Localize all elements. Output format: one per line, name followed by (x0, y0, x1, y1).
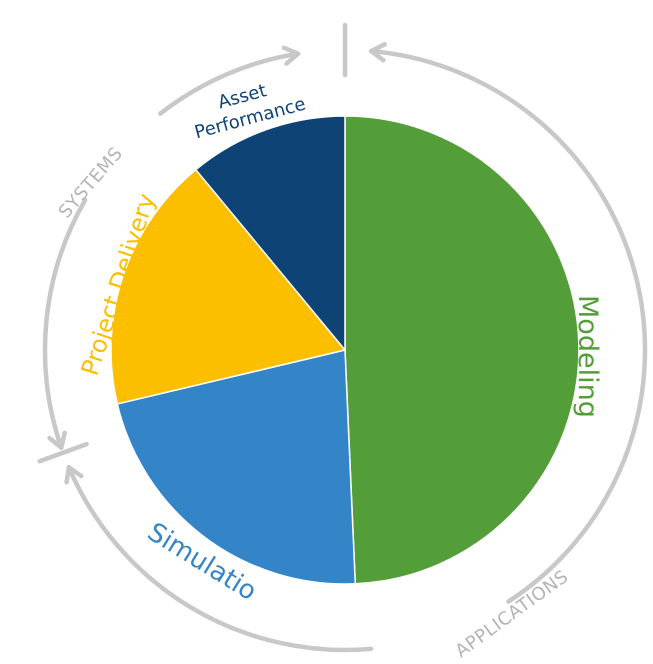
cycle-arrow-bottom (66, 464, 374, 653)
pie-slice-asset-performance (195, 115, 346, 351)
pie-slice-project-delivery (110, 168, 346, 405)
ring-label-systems: SYSTEMS (55, 143, 127, 222)
pie-slices (110, 115, 580, 585)
cycle-divider-left (37, 441, 89, 464)
outer-ring (37, 22, 648, 653)
slice-label-modeling: Modeling (573, 295, 604, 418)
cycle-arrow-top-left (158, 51, 301, 116)
pie-slice-modeling (344, 115, 580, 585)
cycle-arrow-bottom-head (64, 464, 84, 485)
cycle-arrow-left-head (47, 430, 67, 450)
pie-slice-simulation (116, 349, 357, 585)
cycle-arrow-right-head (368, 42, 388, 63)
cycle-arrow-left (42, 197, 88, 450)
ring-label-applications: APPLICATIONS (452, 566, 573, 662)
cycle-arrow-top-left-head (281, 45, 301, 66)
cycle-arrow-right (368, 48, 648, 604)
